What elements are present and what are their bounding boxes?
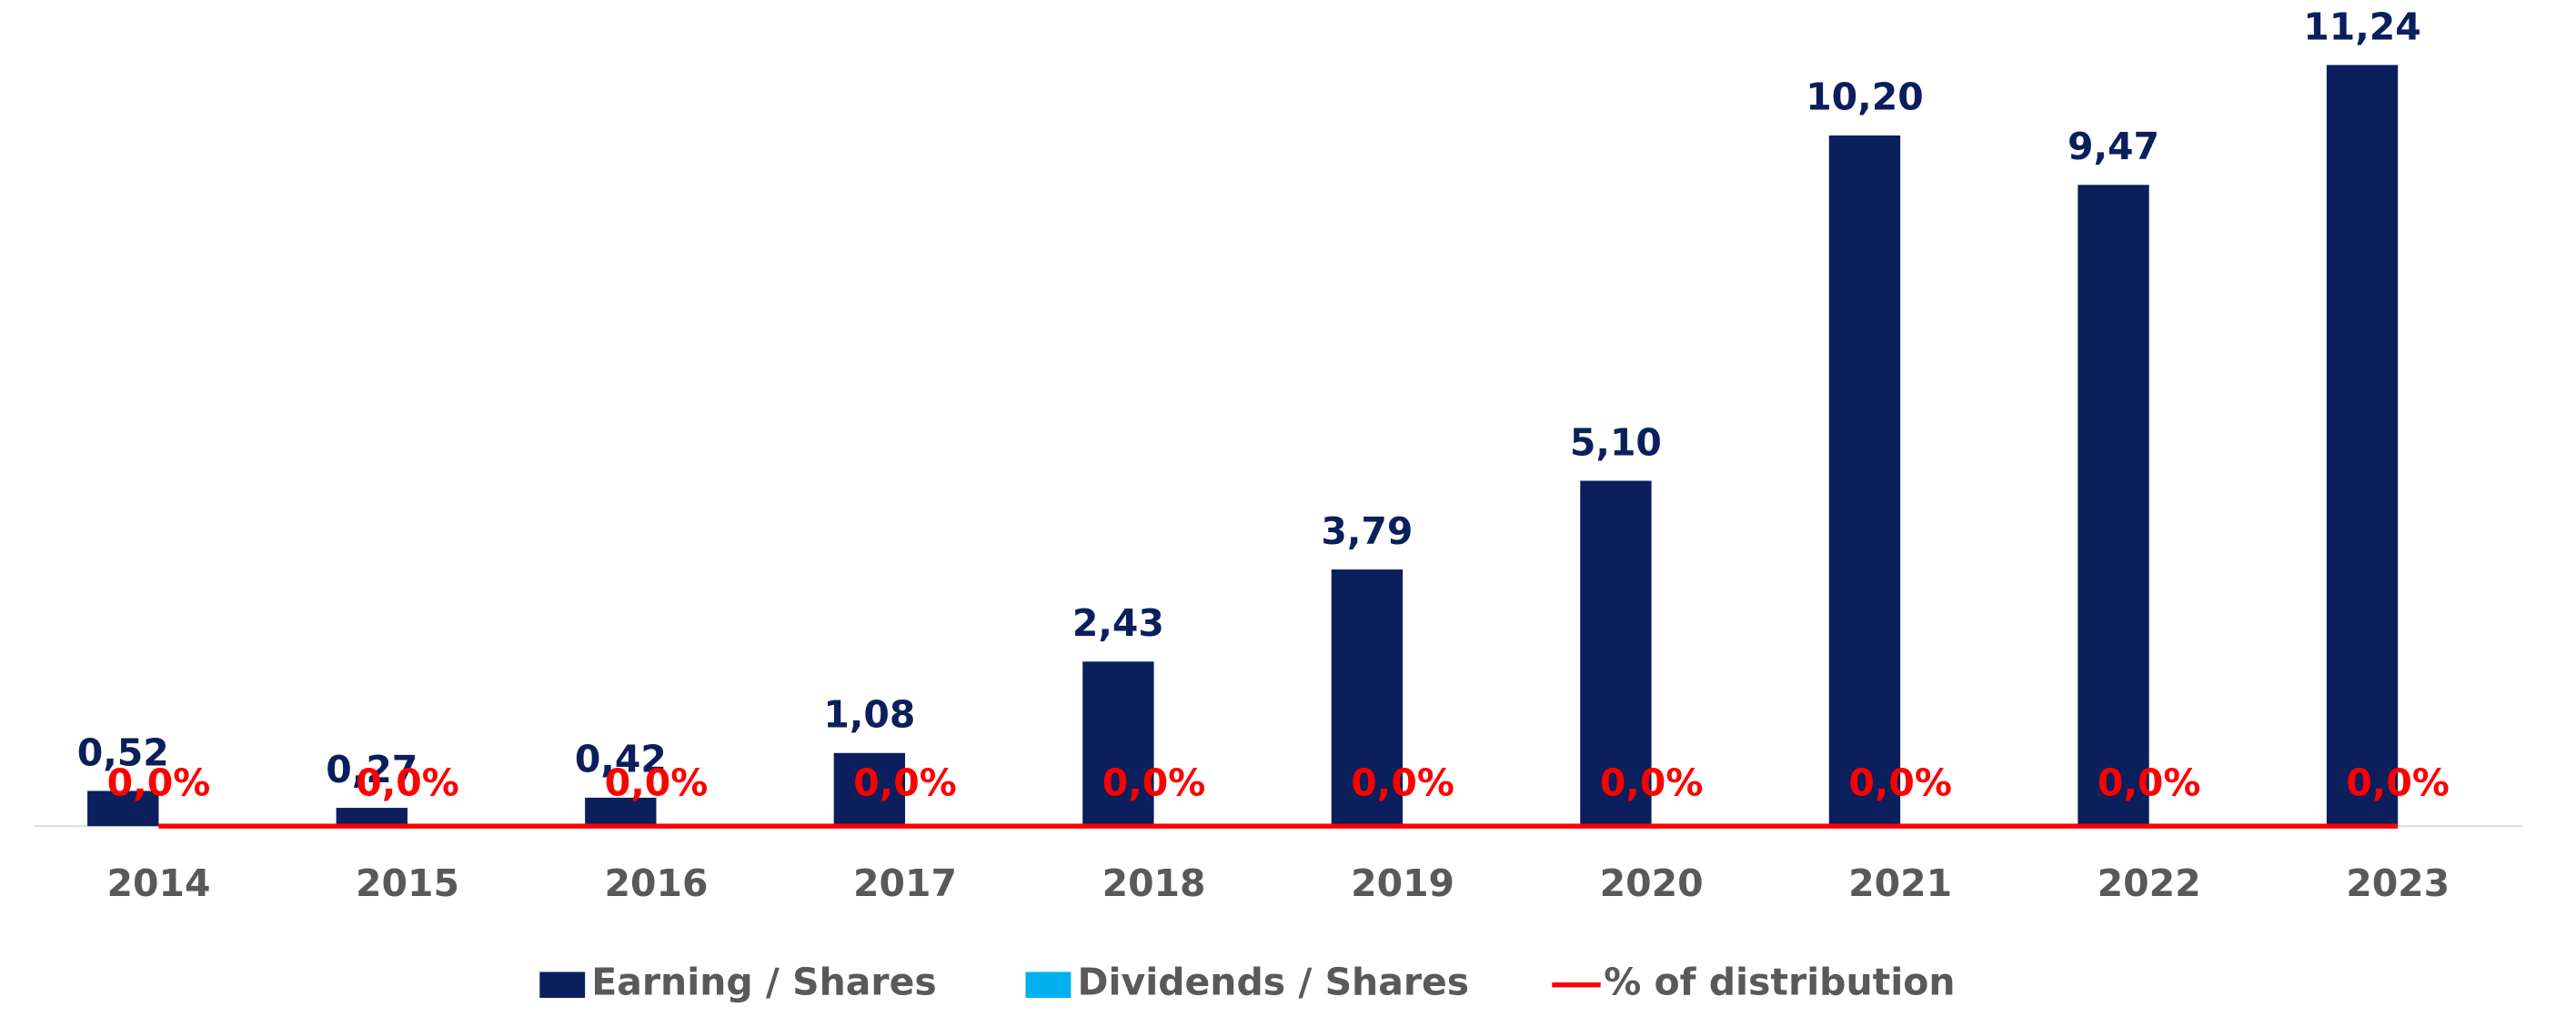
data-label: 0,0% [356,761,459,805]
bar [2326,65,2399,827]
x-tick-label: 2019 [1351,861,1454,905]
bar [1331,569,1404,827]
data-label: 0,0% [107,761,211,805]
bar [1828,135,1901,827]
legend-swatch [539,972,586,998]
bar [833,752,906,827]
data-label: 0,27 [326,748,418,791]
data-label: 5,10 [1570,420,1662,464]
bar [336,808,408,827]
bar [1082,661,1154,827]
legend-label: Dividends / Shares [1078,961,1470,1004]
data-label: 0,0% [2346,761,2450,805]
bar [585,797,657,827]
x-tick-label: 2014 [106,861,210,905]
x-tick-label: 2016 [605,861,709,905]
data-label: 0,0% [605,761,709,805]
data-label: 9,47 [2068,125,2159,168]
x-tick-label: 2021 [1848,861,1952,905]
legend-label: % of distribution [1604,961,1955,1004]
data-label: 2,43 [1072,601,1164,645]
data-label: 0,0% [1351,761,1454,805]
x-tick-label: 2022 [2098,861,2201,905]
data-label: 0,42 [575,738,667,781]
data-label: 0,52 [77,730,169,774]
data-label: 11,24 [2303,5,2421,48]
data-label: 0,0% [1848,761,1952,805]
bar [87,790,159,827]
bar [1580,480,1652,827]
data-label: 0,0% [1600,761,1704,805]
x-tick-label: 2018 [1102,861,1206,905]
x-tick-label: 2017 [853,861,957,905]
legend-swatch [1025,972,1072,998]
x-tick-label: 2015 [356,861,459,905]
legend-label: Earning / Shares [591,961,936,1004]
data-label: 0,0% [853,761,957,805]
x-tick-label: 2020 [1600,861,1704,905]
bar [2078,185,2149,827]
data-label: 10,20 [1806,76,1924,119]
data-label: 3,79 [1321,509,1413,553]
data-label: 0,0% [1102,761,1206,805]
data-label: 0,0% [2098,761,2201,805]
data-label: 1,08 [823,693,915,737]
x-tick-label: 2023 [2346,861,2450,905]
